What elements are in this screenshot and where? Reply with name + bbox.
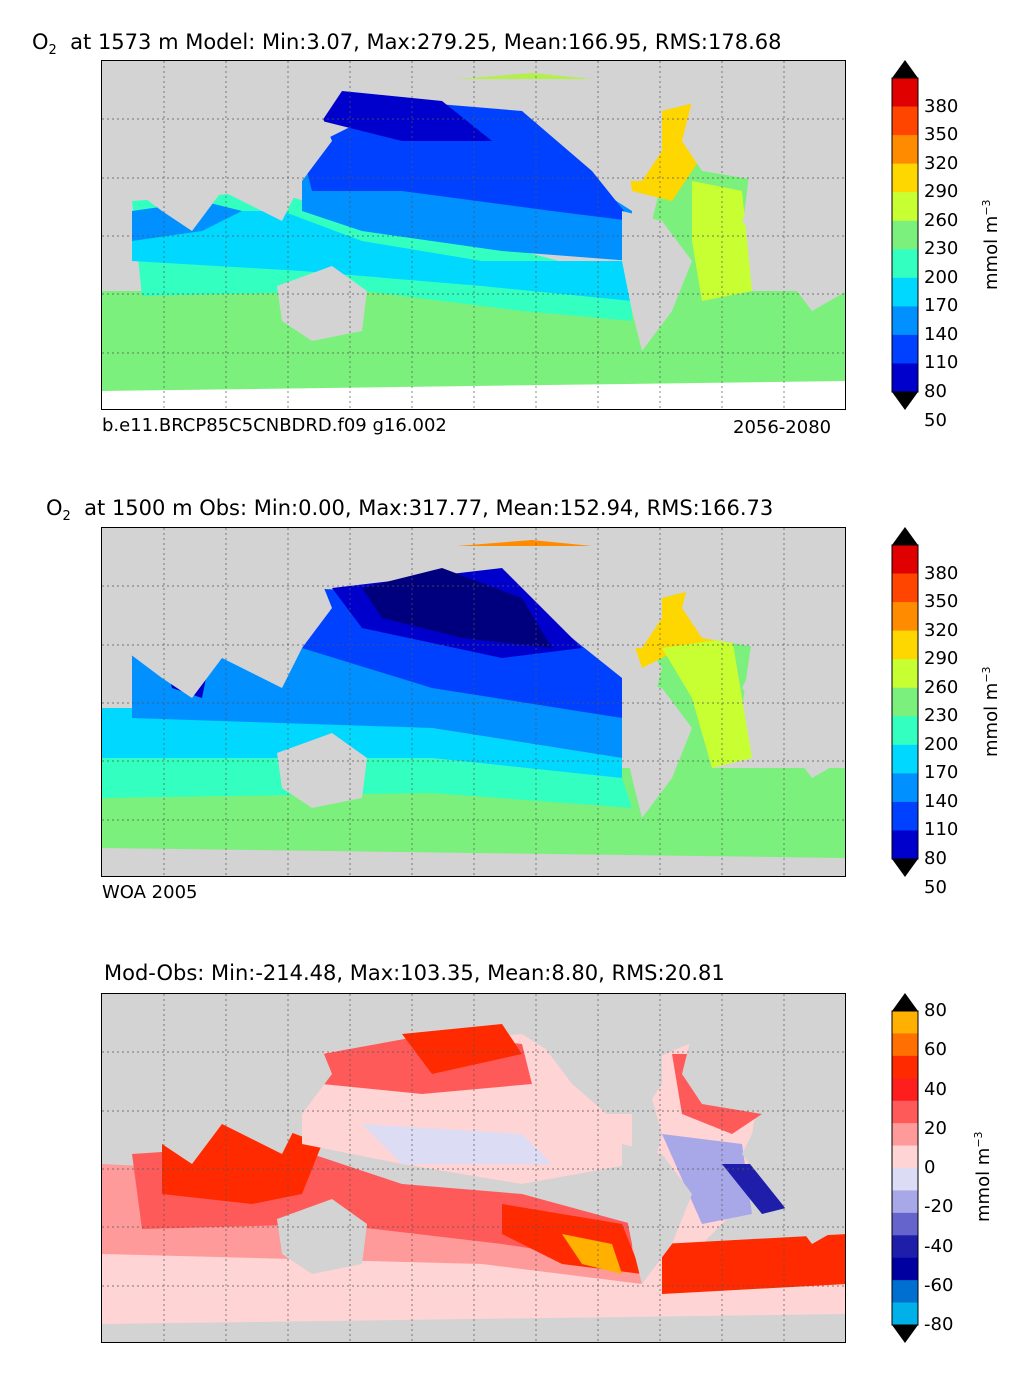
colorbar-extend-max <box>892 60 918 78</box>
colorbar-tick-label: 0 <box>924 1157 936 1178</box>
colorbar-unit: mmol m−3 <box>972 1131 994 1222</box>
colorbar-segment <box>892 630 918 660</box>
colorbar-segment <box>892 220 918 250</box>
colorbar-segment <box>892 659 918 689</box>
colorbar-segment <box>892 545 918 575</box>
colorbar-tick-label: 320 <box>924 152 959 174</box>
colorbar-segment <box>892 1302 918 1326</box>
colorbar-tick-label: 20 <box>924 1117 947 1139</box>
run-name: b.e11.BRCP85C5CNBDRD.f09 g16.002 <box>102 415 447 436</box>
colorbar-tick-label: 50 <box>924 876 947 898</box>
colorbar-tick-label: 320 <box>924 619 959 641</box>
colorbar-segment <box>892 1280 918 1304</box>
panel-title: O2 at 1500 m Obs: Min:0.00, Max:317.77, … <box>46 496 774 525</box>
colorbar-segment <box>892 716 918 746</box>
colorbar-segment <box>892 1055 918 1079</box>
colorbar-segment <box>892 687 918 717</box>
colorbar-segment <box>892 1078 918 1102</box>
colorbar-tick-label: 200 <box>924 266 959 288</box>
colorbar-tick-label: 260 <box>924 209 959 231</box>
colorbar-unit: mmol m−3 <box>980 666 1002 757</box>
colorbar-segment <box>892 78 918 108</box>
colorbar-segment <box>892 830 918 860</box>
colorbar-tick-label: 60 <box>924 1039 947 1061</box>
colorbar-tick-label: 80 <box>924 1000 947 1021</box>
colorbar-tick-label: -60 <box>924 1274 954 1296</box>
dataset-name: WOA 2005 <box>102 882 198 903</box>
colorbar-extend-max <box>892 993 918 1011</box>
colorbar-segment <box>892 1123 918 1147</box>
colorbar-obs <box>891 527 919 877</box>
colorbar-segment <box>892 573 918 603</box>
colorbar-diff <box>891 993 919 1343</box>
colorbar-segment <box>892 249 918 279</box>
colorbar-tick-label: 50 <box>924 409 947 431</box>
colorbar-tick-label: 290 <box>924 181 959 203</box>
colorbar-tick-label: 200 <box>924 733 959 755</box>
colorbar-tick-label: 290 <box>924 648 959 670</box>
colorbar-tick-label: 110 <box>924 819 959 841</box>
colorbar-tick-label: 380 <box>924 562 959 584</box>
colorbar-segment <box>892 1168 918 1191</box>
colorbar-segment <box>892 106 918 136</box>
colorbar-frame <box>891 1010 919 1326</box>
colorbar-tick-label: 260 <box>924 676 959 698</box>
colorbar-tick-label: -40 <box>924 1235 954 1257</box>
colorbar-tick-label: 80 <box>924 848 947 869</box>
colorbar-segment <box>892 602 918 632</box>
colorbar-segment <box>892 1145 918 1169</box>
colorbar-tick-label: 110 <box>924 352 959 374</box>
colorbar-segment <box>892 1212 918 1236</box>
colorbar-tick-label: 350 <box>924 591 959 613</box>
colorbar-extend-min <box>892 392 918 410</box>
colorbar-frame <box>891 544 919 860</box>
colorbar-tick-label: 80 <box>924 381 947 402</box>
colorbar-tick-label: 230 <box>924 705 959 727</box>
colorbar-segment <box>892 773 918 803</box>
colorbar-segment <box>892 363 918 393</box>
colorbar-model <box>891 60 919 410</box>
colorbar-tick-label: 40 <box>924 1078 947 1100</box>
colorbar-segment <box>892 192 918 222</box>
colorbar-segment <box>892 1190 918 1214</box>
panel-title: Mod-Obs: Min:-214.48, Max:103.35, Mean:8… <box>104 961 725 985</box>
colorbar-segment <box>892 1100 918 1124</box>
colorbar-segment <box>892 1235 918 1259</box>
colorbar-segment <box>892 334 918 364</box>
colorbar-segment <box>892 1257 918 1281</box>
map-model <box>101 60 846 410</box>
colorbar-tick-label: 380 <box>924 95 959 117</box>
colorbar-tick-label: 140 <box>924 323 959 345</box>
colorbar-tick-label: 170 <box>924 295 959 317</box>
colorbar-unit: mmol m−3 <box>980 199 1002 290</box>
colorbar-tick-label: -20 <box>924 1196 954 1218</box>
colorbar-extend-min <box>892 1325 918 1343</box>
colorbar-segment <box>892 163 918 193</box>
colorbar-tick-label: 140 <box>924 790 959 812</box>
colorbar-segment <box>892 801 918 831</box>
date-range: 2056-2080 <box>733 417 832 438</box>
colorbar-segment <box>892 1033 918 1057</box>
colorbar-segment <box>892 1011 918 1034</box>
colorbar-segment <box>892 135 918 165</box>
colorbar-tick-label: 350 <box>924 124 959 146</box>
map-obs <box>101 527 846 877</box>
colorbar-extend-max <box>892 527 918 545</box>
colorbar-tick-label: 170 <box>924 762 959 784</box>
colorbar-segment <box>892 306 918 336</box>
colorbar-segment <box>892 744 918 774</box>
colorbar-tick-label: -80 <box>924 1314 954 1335</box>
colorbar-segment <box>892 277 918 307</box>
colorbar-tick-label: 230 <box>924 238 959 260</box>
panel-title: O2 at 1573 m Model: Min:3.07, Max:279.25… <box>32 30 782 59</box>
map-diff <box>101 993 846 1343</box>
colorbar-extend-min <box>892 859 918 877</box>
colorbar-frame <box>891 77 919 393</box>
